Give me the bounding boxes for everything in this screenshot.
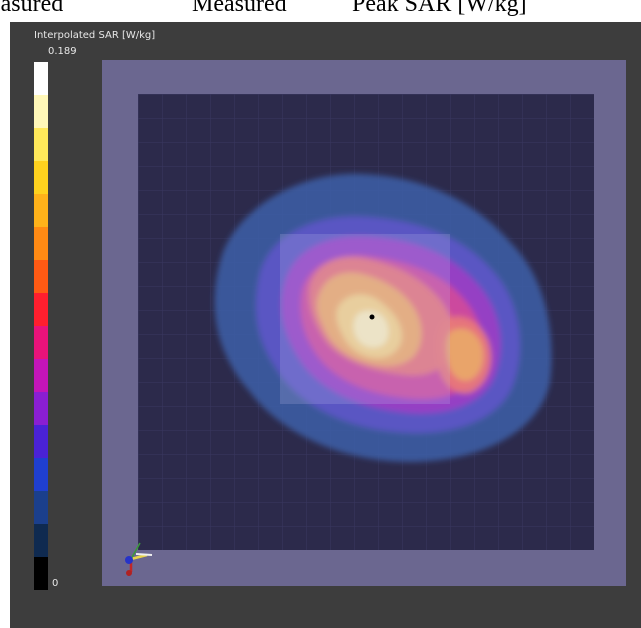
zoom-scan-region bbox=[280, 234, 450, 404]
colorbar-segment bbox=[34, 293, 48, 326]
colorbar-segment bbox=[34, 227, 48, 260]
colorbar-segment bbox=[34, 557, 48, 590]
peak-marker[interactable] bbox=[369, 314, 375, 320]
colorbar-segment bbox=[34, 392, 48, 425]
colorbar-segment bbox=[34, 194, 48, 227]
colorbar-segment bbox=[34, 95, 48, 128]
legend-max-label: 0.189 bbox=[48, 46, 77, 57]
contour-level-8 bbox=[353, 310, 389, 348]
colorbar-segment bbox=[34, 161, 48, 194]
colorbar-segment bbox=[34, 524, 48, 557]
colorbar-segment bbox=[34, 260, 48, 293]
axis-triad-icon bbox=[125, 542, 153, 576]
colorbar-segment bbox=[34, 62, 48, 95]
legend-min-label: 0 bbox=[52, 578, 59, 589]
header-col-measured-partial: easured bbox=[0, 0, 64, 17]
header-col-peak-sar: Peak SAR [W/kg] bbox=[352, 0, 527, 17]
document-header-row: easured Measured Peak SAR [W/kg] bbox=[0, 0, 641, 21]
contour-level-6b bbox=[446, 328, 484, 381]
header-col-measured: Measured bbox=[192, 0, 287, 17]
legend-title: Interpolated SAR [W/kg] bbox=[34, 30, 156, 41]
sar-colorbar bbox=[34, 62, 48, 590]
sar-viewer[interactable]: Interpolated SAR [W/kg] 0.189 0 bbox=[10, 22, 641, 628]
colorbar-segment bbox=[34, 425, 48, 458]
colorbar-segment bbox=[34, 491, 48, 524]
sar-contours bbox=[214, 173, 552, 462]
colorbar-segment bbox=[34, 128, 48, 161]
colorbar-segment bbox=[34, 326, 48, 359]
sar-map-canvas[interactable] bbox=[10, 22, 641, 628]
colorbar-segment bbox=[34, 359, 48, 392]
colorbar-segment bbox=[34, 458, 48, 491]
